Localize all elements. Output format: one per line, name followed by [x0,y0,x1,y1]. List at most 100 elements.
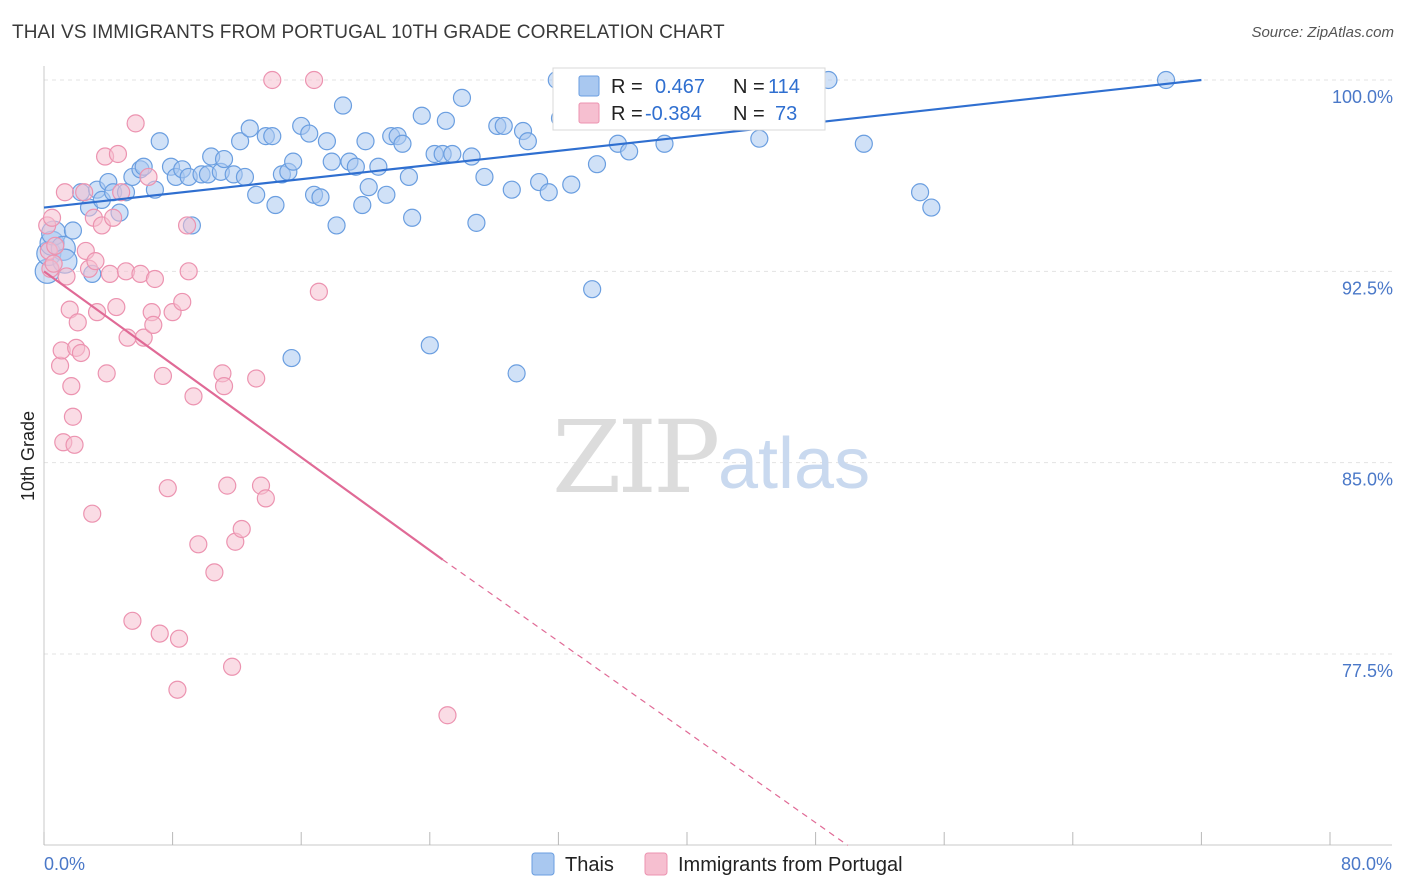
thais-point-98 [854,134,873,153]
portugal-point-16 [68,313,87,332]
portugal-point-47 [168,680,187,699]
portugal-point-23 [86,252,105,271]
thais-point-61 [399,167,419,187]
thais-point-30 [214,149,234,169]
y-tick-label-1: 92.5% [1342,278,1393,298]
series-legend: Thais Immigrants from Portugal [531,852,903,876]
watermark-zip: ZIP [552,399,717,516]
y-tick-labels: 100.0% 92.5% 85.0% 77.5% [1332,87,1393,681]
legend-n-value-portugal: 73 [775,103,797,125]
legend-r-value-thais: 0.467 [655,76,705,98]
portugal-point-14 [65,435,84,454]
portugal-point-53 [189,535,208,554]
legend-swatch-portugal [578,102,600,124]
thais-point-86 [587,155,607,174]
y-tick-label-0: 100.0% [1332,87,1393,107]
thais-point-63 [412,106,431,125]
thais-point-41 [284,152,303,171]
thais-point-85 [583,280,602,299]
thais-point-60 [393,134,412,153]
thais-point-64 [420,336,439,355]
portugal-point-48 [169,629,189,648]
bottom-legend-label-portugal: Immigrants from Portugal [678,854,903,876]
correlation-legend: R = 0.467 N = 114 R = -0.384 N = 73 [552,67,826,131]
portugal-point-10 [57,267,76,286]
thais-point-101 [1156,70,1176,90]
thais-point-71 [467,213,486,232]
watermark-atlas: atlas [718,424,870,504]
legend-r-label-thais: R = [611,76,643,98]
thais-point-100 [922,198,941,217]
thais-point-80 [539,183,558,202]
portugal-point-51 [179,262,198,281]
portugal-point-66 [309,282,328,301]
thais-point-42 [282,348,301,368]
portugal-point-28 [100,264,120,283]
bottom-legend-swatch-thais [531,852,555,876]
portugal-point-17 [71,343,91,363]
bottom-legend-label-thais: Thais [565,854,614,876]
thais-point-68 [443,144,462,164]
gridlines [44,79,1392,655]
portugal-point-43 [150,624,169,643]
thais-point-78 [518,132,537,151]
trend-line-portugal [43,270,444,561]
portugal-point-57 [218,476,237,495]
portugal-point-4 [44,254,63,273]
thais-point-53 [353,195,372,215]
portugal-point-65 [304,70,324,90]
thais-point-83 [562,175,581,194]
series-thais-points [34,70,1176,383]
portugal-point-42 [145,269,165,289]
portugal-point-3 [42,208,62,227]
thais-point-67 [436,111,455,130]
legend-swatch-thais [578,75,600,97]
thais-point-49 [327,216,346,235]
portugal-point-50 [177,216,197,235]
thais-point-38 [266,195,285,215]
series-portugal-points [38,70,457,725]
portugal-point-36 [126,114,145,133]
watermark: ZIP atlas [552,399,870,516]
portugal-point-60 [232,519,251,539]
portugal-point-29 [104,208,123,227]
thais-point-52 [346,157,365,176]
thais-point-56 [369,157,388,176]
y-tick-label-3: 77.5% [1342,661,1393,681]
thais-point-99 [910,183,930,202]
y-axis-label: 10th Grade [18,411,38,501]
portugal-point-63 [256,489,275,508]
portugal-point-5 [46,236,65,255]
thais-point-76 [507,364,526,383]
portugal-point-44 [153,366,173,386]
thais-point-54 [356,132,375,151]
portugal-point-21 [83,504,102,523]
portugal-point-9 [55,183,74,202]
thais-point-55 [359,178,378,197]
thais-point-44 [300,124,319,143]
portugal-point-32 [112,183,131,202]
thais-point-69 [452,88,472,107]
thais-point-57 [377,185,396,204]
thais-point-74 [494,116,513,136]
y-tick-label-2: 85.0% [1342,470,1393,490]
x-tick-label-min: 0.0% [44,854,85,874]
thais-point-88 [620,142,639,161]
thais-point-94 [750,129,769,148]
thais-point-70 [462,147,481,166]
portugal-point-54 [205,563,224,582]
trend-line-portugal-extension [442,559,849,846]
portugal-point-6 [50,356,70,375]
portugal-point-31 [108,144,128,164]
thais-point-62 [403,208,422,227]
portugal-point-52 [184,387,203,406]
bottom-legend-swatch-portugal [644,852,668,876]
thais-point-72 [475,167,494,187]
thais-point-47 [317,132,337,151]
source-label: Source: ZipAtlas.com [1251,24,1394,41]
thais-point-50 [333,96,353,115]
portugal-point-56 [214,377,234,396]
portugal-point-30 [107,297,126,317]
thais-point-34 [240,119,259,138]
